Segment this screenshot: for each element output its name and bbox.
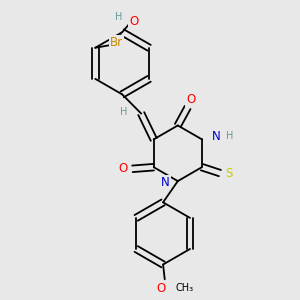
- Text: H: H: [226, 131, 233, 141]
- Text: O: O: [157, 282, 166, 295]
- Text: CH₃: CH₃: [175, 284, 193, 293]
- Text: O: O: [129, 15, 138, 28]
- Text: O: O: [186, 93, 196, 106]
- Text: S: S: [225, 167, 233, 180]
- Text: H: H: [119, 107, 127, 117]
- Text: N: N: [212, 130, 221, 142]
- Text: N: N: [161, 176, 170, 189]
- Text: H: H: [115, 13, 123, 22]
- Text: O: O: [119, 162, 128, 175]
- Text: Br: Br: [110, 36, 123, 50]
